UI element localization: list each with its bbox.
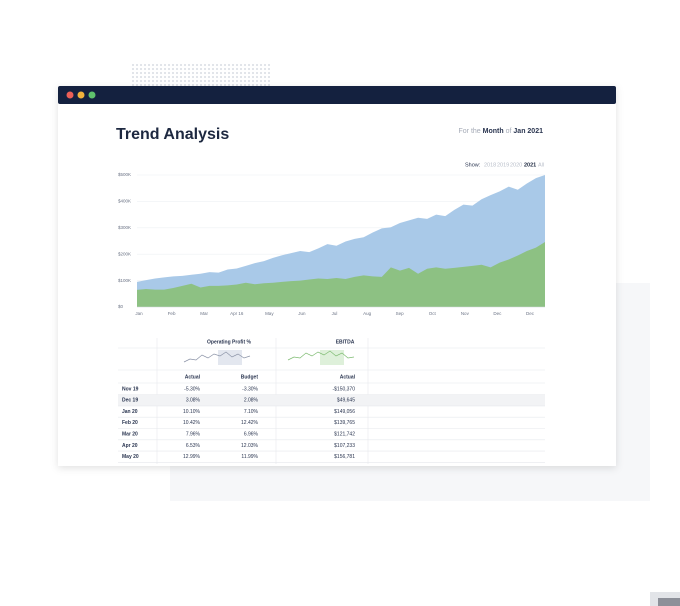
page-title: Trend Analysis [116,126,229,143]
sparkline [287,350,355,361]
row-label: Dec 19 [122,398,138,404]
cell: 11.99% [241,454,258,460]
corner-shape [658,598,680,606]
period-unit[interactable]: Month [483,128,504,135]
x-tick-label: Oct [429,311,437,316]
x-tick-label: Feb [168,311,176,316]
cell: 12.03% [241,443,259,449]
area [137,242,545,307]
filter-option[interactable]: 2021 [524,162,536,168]
group-header: Operating Profit % [207,339,251,345]
row-label: Mar 20 [122,432,138,438]
cell: -3.30% [242,386,258,392]
cell: $149,056 [334,409,355,415]
x-tick-label: Nov [461,311,470,316]
cell: -$150,370 [332,386,355,392]
cell: $156,781 [334,454,355,460]
dot-pattern [132,63,272,87]
cell: 12.42% [241,420,259,426]
x-tick-label: Apr 16 [230,311,244,316]
row-label: Feb 20 [122,420,138,426]
y-tick-label: $400K [118,199,131,204]
filter-option[interactable]: 2019 [497,162,509,168]
cell: 10.42% [183,420,201,426]
sparkline [183,351,251,363]
row-highlight [118,394,545,406]
x-tick-label: Mar [200,311,208,316]
y-tick-label: $300K [118,225,131,230]
row-label: Apr 20 [122,443,138,449]
cell: 12.99% [183,454,201,460]
cell: $107,233 [334,443,355,449]
window-minimize[interactable] [77,91,85,99]
cell: 10.10% [183,409,201,415]
cell: 6.96% [244,432,259,438]
filter-option[interactable]: All [538,162,544,168]
y-tick-label: $500K [118,172,131,177]
y-tick-label: $200K [118,251,131,256]
x-tick-label: Sep [396,311,405,316]
y-tick-label: $0 [118,304,124,309]
period-of: of [506,128,512,135]
column-header: Actual [185,374,201,380]
x-tick-label: Dec [526,311,535,316]
title-bar [58,86,616,104]
cell: 2.08% [244,398,259,404]
cell: 7.10% [244,409,259,415]
sparklines [183,350,355,365]
row-label: Jan 20 [122,409,138,415]
period-prefix: For the [459,128,481,135]
group-header: EBITDA [336,339,355,345]
column-header: Budget [241,374,259,380]
filter-option[interactable]: 2018 [484,162,496,168]
column-header: Actual [340,374,356,380]
cell: 7.96% [186,432,201,438]
cell: $139,765 [334,420,355,426]
filter-label: Show: [465,162,481,168]
y-tick-label: $100K [118,278,131,283]
cell: $49,645 [337,398,355,404]
window-close[interactable] [66,91,74,99]
x-tick-label: Jul [332,311,338,316]
window-maximize[interactable] [88,91,96,99]
cell: 6.53% [186,443,201,449]
x-tick-label: May [265,311,274,316]
row-label: May 20 [122,454,139,460]
x-tick-label: Aug [363,311,372,316]
row-label: Nov 19 [122,386,139,392]
period: For the Month of Jan 2021 [459,128,544,135]
spark-highlight [218,350,242,365]
period-value[interactable]: Jan 2021 [513,128,543,135]
x-tick-label: Jan [135,311,143,316]
filter-option[interactable]: 2020 [510,162,522,168]
x-tick-label: Dec [493,311,502,316]
cell: -5.30% [184,386,200,392]
x-tick-label: Jun [298,311,306,316]
cell: 3.08% [186,398,201,404]
cell: $121,742 [334,432,355,438]
